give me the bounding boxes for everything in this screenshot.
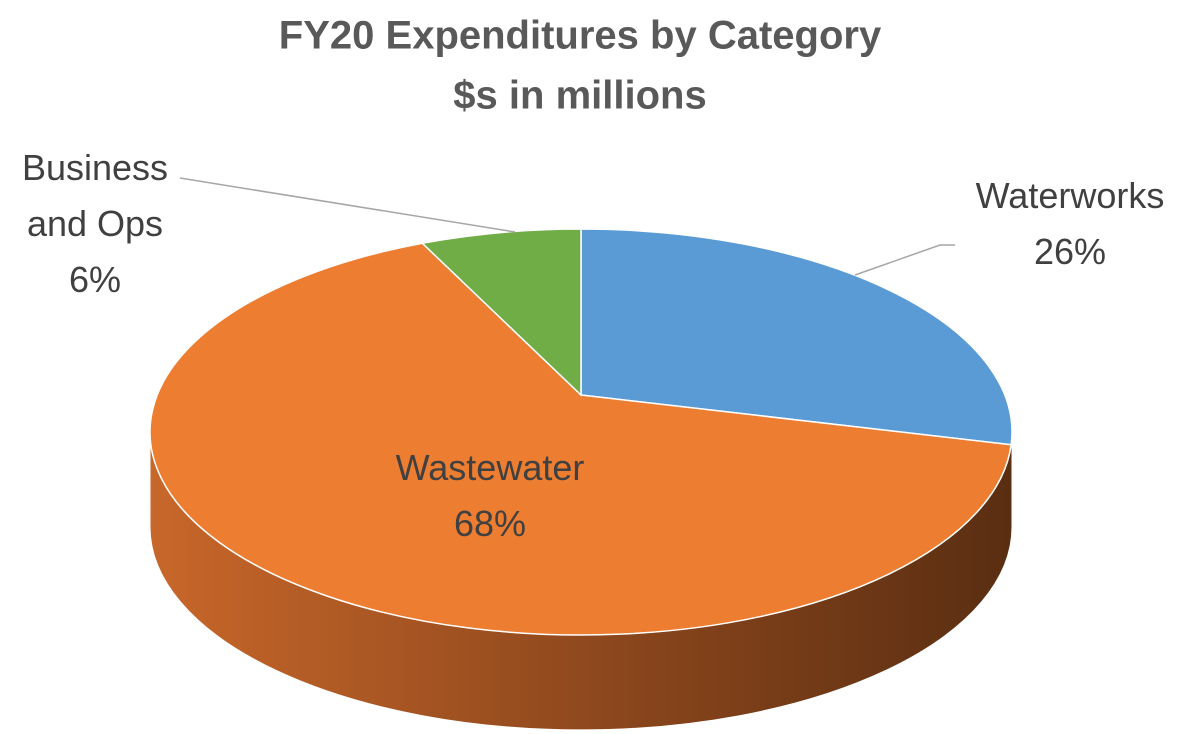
- category-label: Business and Ops: [21, 147, 169, 244]
- pie-slice: [420, 228, 582, 397]
- leader-line: [854, 244, 955, 276]
- category-label: Wastewater: [395, 447, 585, 488]
- data-label: Waterworks 26%: [920, 168, 1199, 280]
- leader-line: [179, 177, 516, 233]
- category-label: Waterworks: [975, 175, 1165, 216]
- pie-slice: [580, 228, 1013, 446]
- pie-slice: [149, 242, 1012, 636]
- value-label: 6%: [68, 259, 122, 300]
- chart-title: FY20 Expenditures by Category: [279, 14, 882, 58]
- data-label: Wastewater 68%: [340, 440, 640, 552]
- value-label: 26%: [1033, 231, 1107, 272]
- data-label: Business and Ops 6%: [5, 140, 185, 308]
- value-label: 68%: [453, 503, 527, 544]
- chart-subtitle: $s in millions: [453, 74, 706, 118]
